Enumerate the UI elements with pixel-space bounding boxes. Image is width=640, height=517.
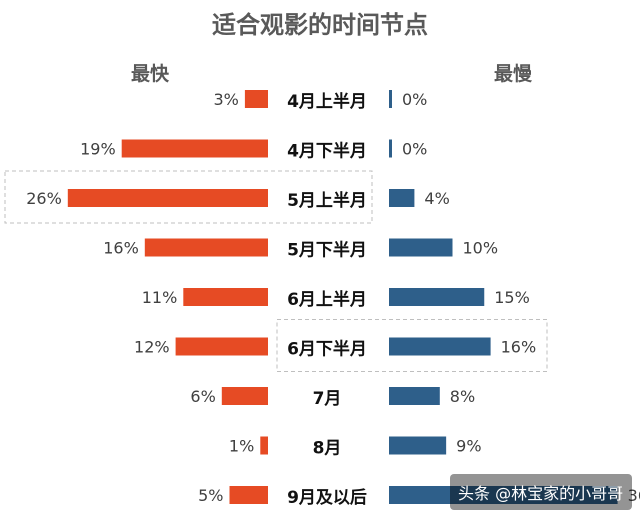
bar-slowest [389, 436, 447, 455]
value-label-fastest: 11% [142, 288, 178, 307]
bar-slowest [389, 387, 440, 405]
value-label-slowest: 8% [450, 387, 475, 406]
bar-fastest [229, 486, 268, 504]
value-label-fastest: 12% [134, 338, 170, 357]
watermark: 头条 @林宝家的小哥哥 [450, 474, 632, 510]
value-label-slowest: 10% [463, 239, 499, 258]
chart-marks: 4月上半月 3% 0% 4月下半月 19% 0% 5月上半月 26% 4% 5月下半月 16% 10%… [4, 90, 640, 508]
value-label-fastest: 5% [198, 486, 223, 505]
highlight-box-fastest [4, 170, 373, 224]
value-label-fastest: 3% [214, 90, 239, 109]
category-label: 5月下半月 [287, 240, 367, 261]
bar-fastest [67, 189, 268, 207]
left-series-label: 最快 [131, 62, 170, 85]
value-label-fastest: 19% [80, 140, 116, 159]
bar-slowest [389, 139, 392, 158]
value-label-fastest: 1% [229, 437, 254, 456]
value-label-slowest: 9% [456, 437, 481, 456]
bar-fastest [144, 238, 268, 257]
value-label-fastest: 26% [26, 189, 62, 208]
bar-fastest [183, 288, 268, 306]
category-label: 5月上半月 [287, 190, 367, 211]
category-label: 7月 [313, 389, 342, 409]
category-label: 6月上半月 [287, 289, 367, 310]
bar-slowest [389, 238, 453, 257]
category-label: 9月及以后 [287, 488, 367, 508]
bar-fastest [121, 139, 268, 158]
bar-slowest [389, 189, 415, 207]
value-label-slowest: 4% [424, 189, 449, 208]
bar-slowest [389, 288, 485, 306]
right-series-label: 最慢 [494, 62, 533, 85]
value-label-fastest: 6% [190, 387, 215, 406]
value-label-slowest: 16% [501, 338, 537, 357]
category-label: 6月下半月 [287, 339, 367, 360]
bar-slowest [389, 90, 392, 108]
bar-slowest [389, 486, 618, 504]
category-label: 4月下半月 [287, 141, 367, 162]
bar-fastest [221, 387, 268, 405]
bar-slowest [389, 337, 491, 356]
value-label-slowest: 0% [402, 140, 427, 159]
value-label-slowest: 0% [402, 90, 427, 109]
value-label-slowest: 36% [628, 486, 640, 505]
value-label-fastest: 16% [103, 239, 139, 258]
chart-title: 适合观影的时间节点 [212, 11, 428, 39]
category-label: 4月上半月 [287, 91, 367, 112]
bar-fastest [244, 90, 268, 108]
highlight-box-slowest [276, 319, 548, 372]
category-label: 8月 [313, 439, 342, 459]
bar-fastest [260, 436, 268, 455]
bar-fastest [175, 337, 268, 356]
value-label-slowest: 15% [494, 288, 530, 307]
